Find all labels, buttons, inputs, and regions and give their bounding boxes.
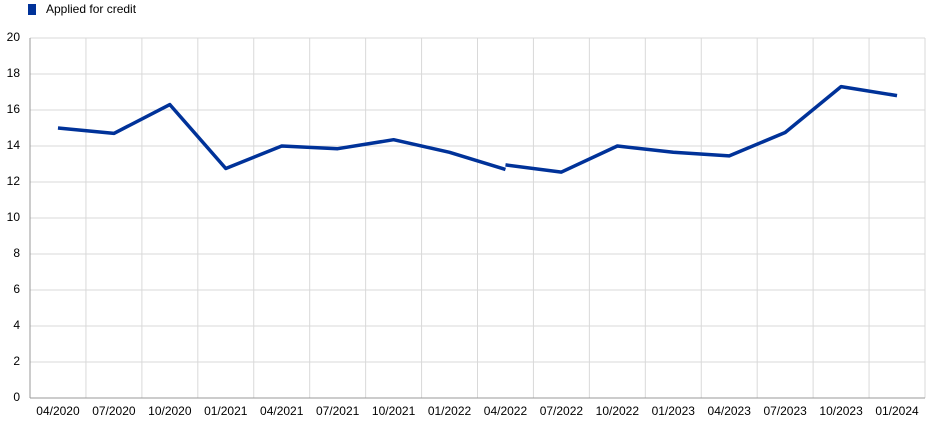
x-tick-label: 04/2023 — [708, 404, 752, 418]
y-tick-label: 2 — [13, 354, 20, 368]
y-tick-label: 4 — [13, 318, 20, 332]
x-tick-label: 01/2022 — [428, 404, 472, 418]
legend-label: Applied for credit — [46, 2, 137, 16]
y-tick-label: 10 — [7, 210, 21, 224]
x-tick-label: 10/2021 — [372, 404, 416, 418]
x-tick-label: 07/2021 — [316, 404, 360, 418]
y-tick-label: 12 — [7, 174, 21, 188]
y-tick-label: 18 — [7, 66, 21, 80]
x-tick-label: 04/2021 — [260, 404, 304, 418]
x-tick-label: 10/2022 — [596, 404, 640, 418]
x-tick-label: 04/2022 — [484, 404, 528, 418]
legend-swatch — [28, 4, 36, 15]
y-tick-label: 0 — [13, 390, 20, 404]
y-tick-label: 20 — [7, 30, 21, 44]
x-tick-label: 01/2021 — [204, 404, 248, 418]
x-tick-label: 07/2023 — [763, 404, 807, 418]
line-series — [57, 102, 506, 172]
x-tick-label: 10/2023 — [819, 404, 863, 418]
y-tick-label: 14 — [7, 138, 21, 152]
y-tick-label: 16 — [7, 102, 21, 116]
y-tick-label: 6 — [13, 282, 20, 296]
x-tick-label: 01/2023 — [652, 404, 696, 418]
x-tick-label: 07/2022 — [540, 404, 584, 418]
x-tick-label: 07/2020 — [92, 404, 136, 418]
x-tick-label: 10/2020 — [148, 404, 192, 418]
x-tick-label: 04/2020 — [36, 404, 80, 418]
line-series — [505, 84, 898, 174]
x-tick-label: 01/2024 — [875, 404, 919, 418]
y-tick-label: 8 — [13, 246, 20, 260]
